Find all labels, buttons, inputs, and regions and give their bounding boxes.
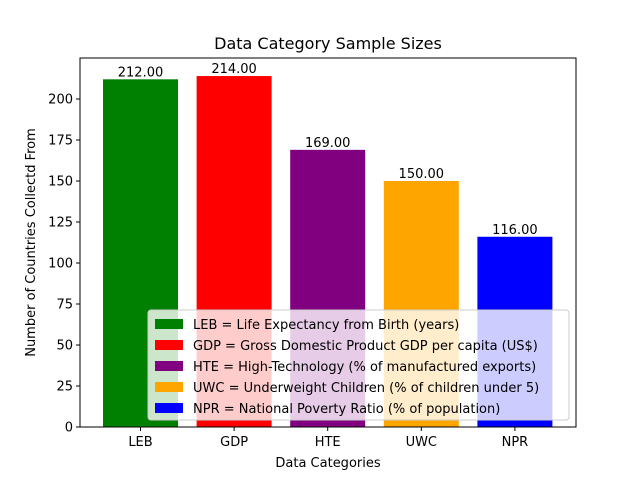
y-tick-label: 50	[56, 339, 73, 354]
x-tick-label-gdp: GDP	[220, 435, 248, 450]
data-label-uwc: 150.00	[399, 167, 445, 182]
y-axis-label: Number of Countries Collectd From	[24, 128, 39, 357]
legend: LEB = Life Expectancy from Birth (years)…	[147, 309, 570, 421]
x-tick-label-uwc: UWC	[406, 435, 437, 450]
legend-swatch	[155, 382, 183, 392]
axes-layer: 0 25 50 75 100 125 150 175 200 LEB GDP HTE UWC NPR	[48, 93, 528, 451]
y-tick-label: 150	[48, 175, 73, 190]
legend-swatch	[155, 319, 183, 329]
legend-label: NPR = National Poverty Ratio (% of popul…	[193, 402, 500, 417]
legend-swatch	[155, 340, 183, 350]
y-tick-label: 0	[65, 421, 73, 436]
legend-box	[147, 309, 570, 421]
data-label-npr: 116.00	[492, 223, 538, 238]
x-tick-label-npr: NPR	[502, 435, 529, 450]
x-tick-label-leb: LEB	[128, 435, 152, 450]
x-tick-label-hte: HTE	[315, 435, 341, 450]
y-tick-label: 200	[48, 93, 73, 108]
y-tick-label: 75	[56, 298, 73, 313]
data-label-hte: 169.00	[305, 136, 351, 151]
legend-label: HTE = High-Technology (% of manufactured…	[193, 360, 536, 375]
data-label-leb: 212.00	[118, 65, 164, 80]
y-tick-label: 25	[56, 380, 73, 395]
legend-swatch	[155, 361, 183, 371]
data-label-gdp: 214.00	[211, 62, 257, 77]
y-tick-label: 175	[48, 134, 73, 149]
legend-label: UWC = Underweight Children (% of childre…	[193, 381, 539, 396]
x-axis-label: Data Categories	[275, 456, 380, 471]
chart-title: Data Category Sample Sizes	[214, 34, 442, 53]
y-tick-label: 100	[48, 257, 73, 272]
legend-label: LEB = Life Expectancy from Birth (years)	[193, 318, 459, 333]
legend-swatch	[155, 403, 183, 413]
y-tick-label: 125	[48, 216, 73, 231]
legend-label: GDP = Gross Domestic Product GDP per cap…	[193, 339, 538, 354]
